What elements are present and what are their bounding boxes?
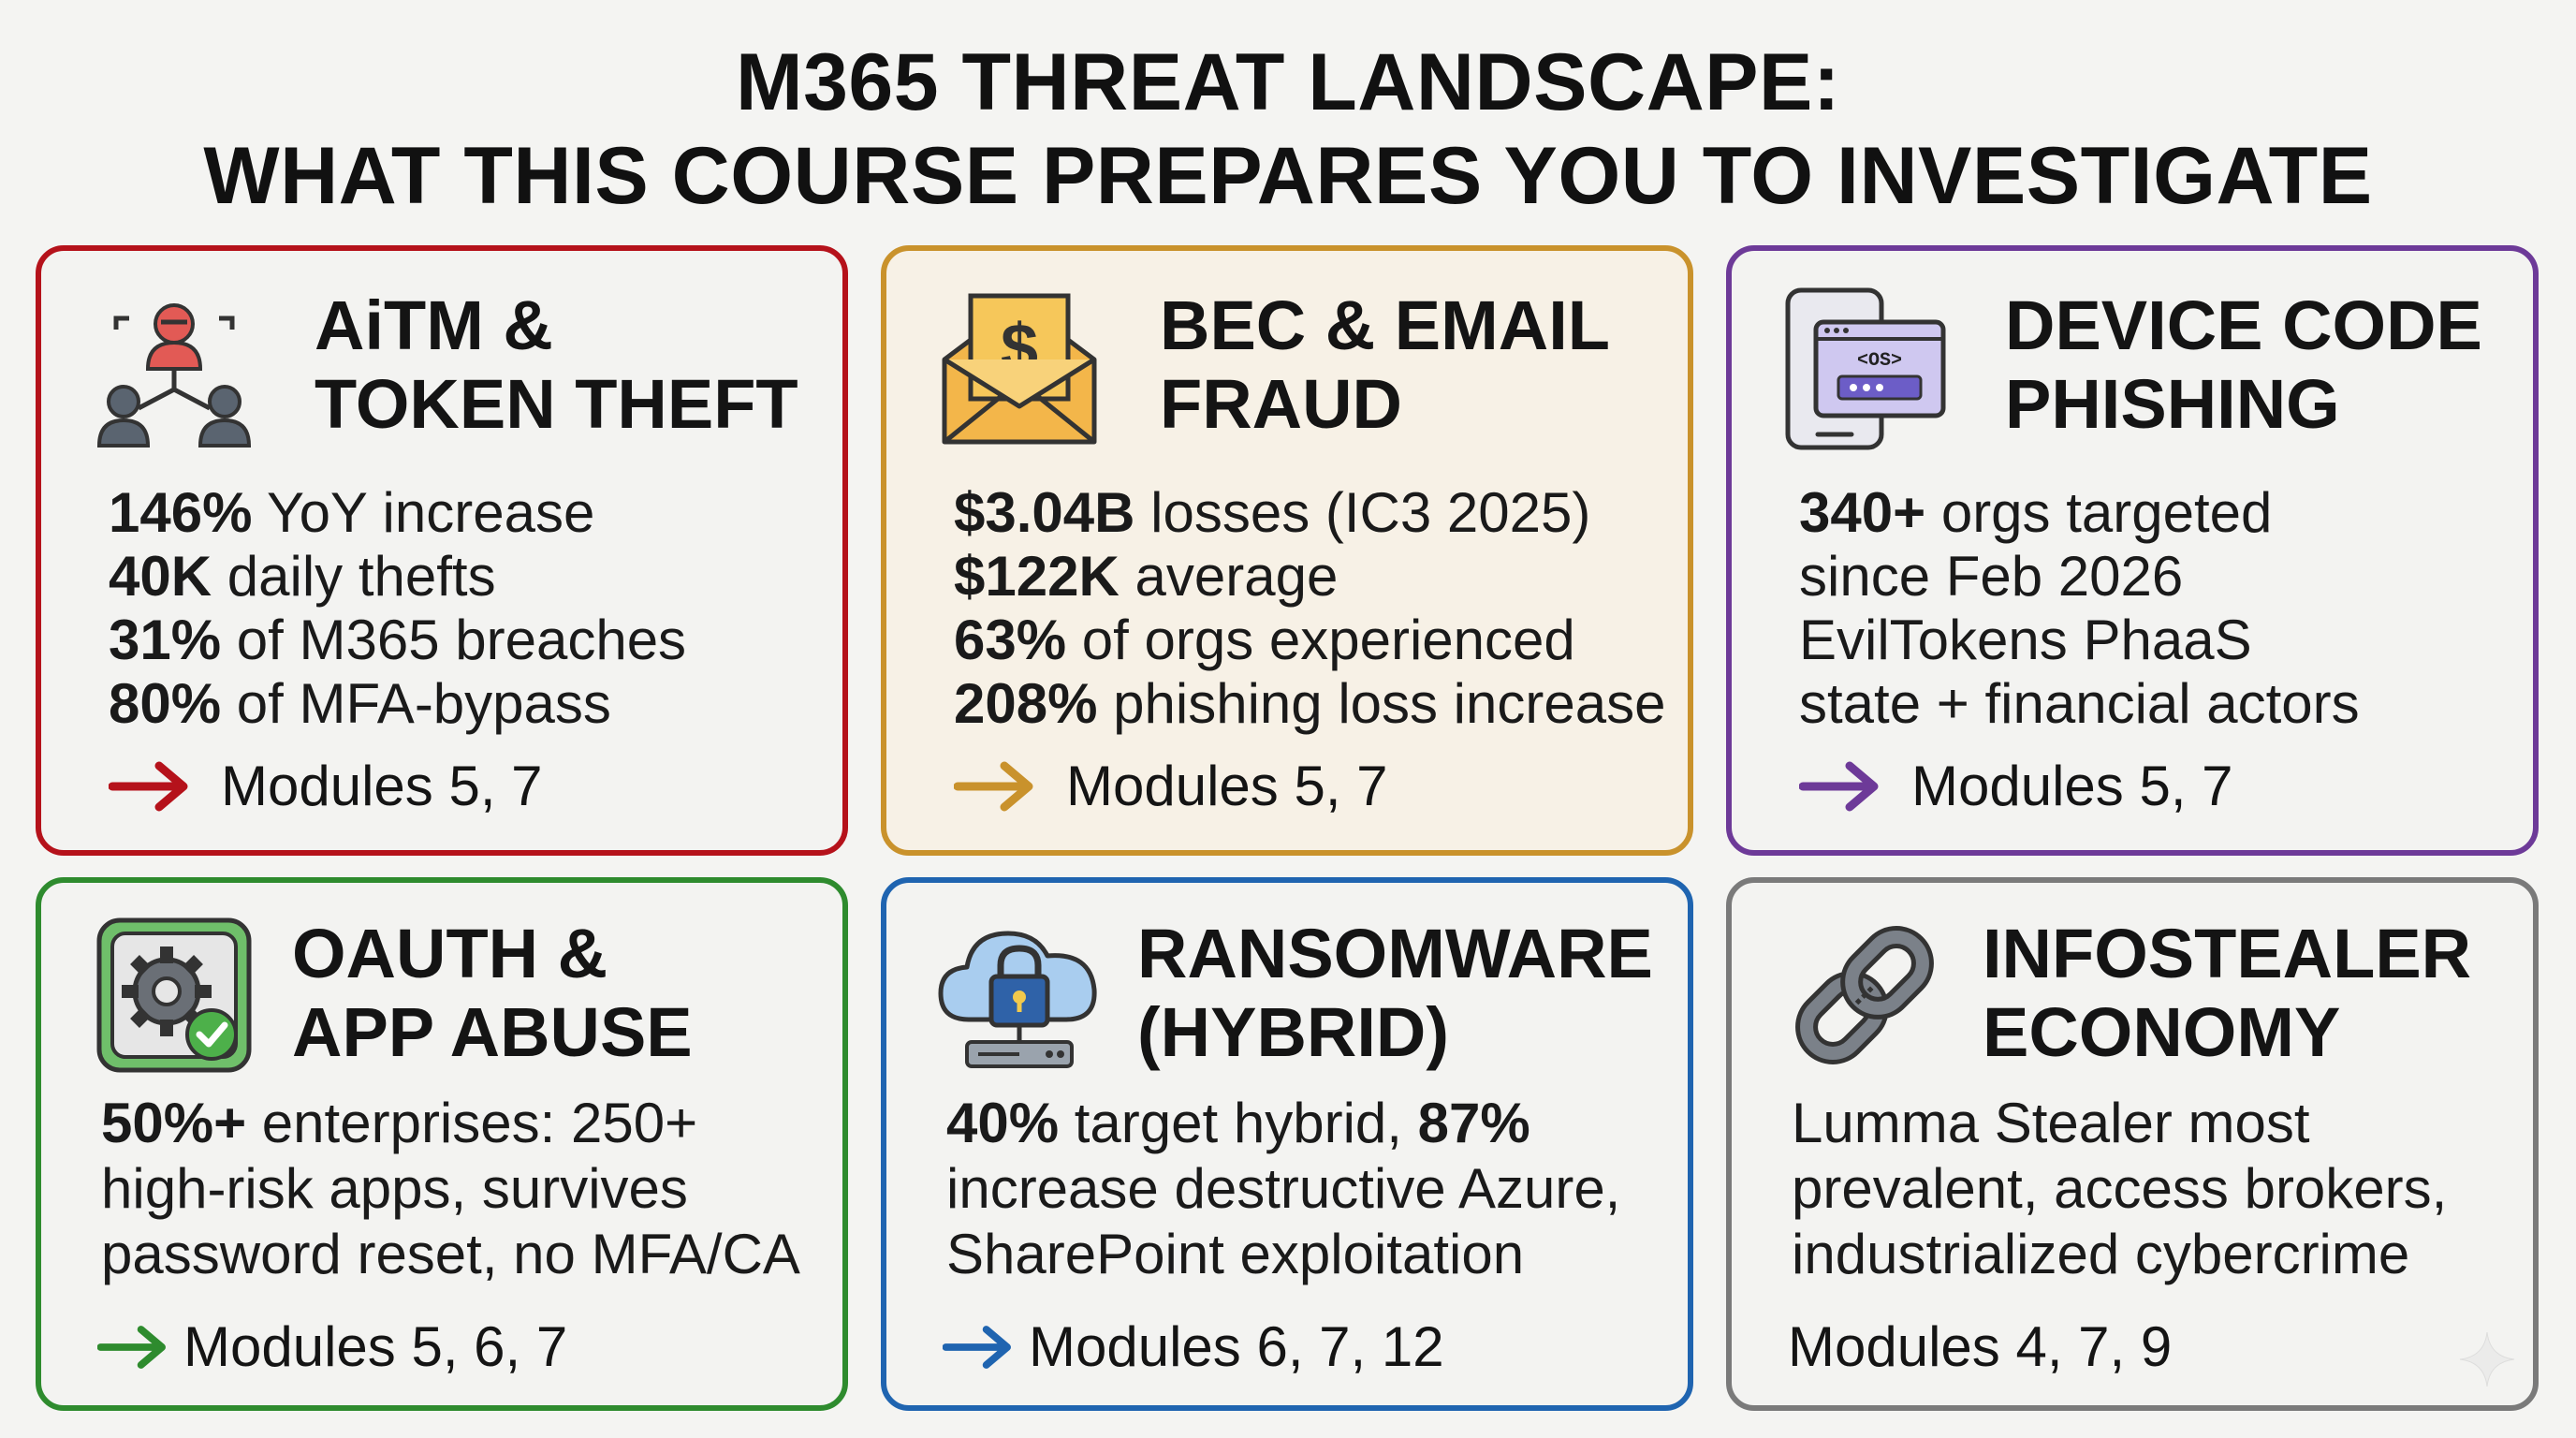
cloud-lock-icon bbox=[935, 911, 1104, 1079]
body-line: 40% target hybrid, 87% bbox=[946, 1092, 1530, 1154]
stat-line: 340+ orgs targeted bbox=[1799, 481, 2273, 544]
body-line: prevalent, access brokers, bbox=[1792, 1157, 2448, 1220]
body-line: SharePoint exploitation bbox=[946, 1223, 1525, 1285]
card-title-line: DEVICE CODE bbox=[2005, 286, 2482, 364]
stats-list: $3.04B losses (IC3 2025) $122K average 6… bbox=[954, 481, 1665, 736]
card-title-line: OAUTH & bbox=[292, 915, 608, 992]
card-title: INFOSTEALER ECONOMY bbox=[1983, 915, 2471, 1072]
card-title-line: AiTM & bbox=[315, 286, 553, 364]
modules-label: Modules 4, 7, 9 bbox=[1788, 1315, 2173, 1378]
card-title: BEC & EMAIL FRAUD bbox=[1160, 286, 1610, 444]
title-line-1: M365 THREAT LANDSCAPE: bbox=[735, 37, 1841, 127]
stat-line: 63% of orgs experienced bbox=[954, 609, 1575, 671]
modules-label: Modules 5, 6, 7 bbox=[183, 1315, 568, 1378]
gear-check-icon bbox=[90, 911, 258, 1079]
card-title: AiTM & TOKEN THEFT bbox=[315, 286, 798, 444]
modules-reference: Modules 6, 7, 12 bbox=[943, 1310, 1444, 1385]
card-body: 40% target hybrid, 87% increase destruct… bbox=[946, 1091, 1620, 1287]
hacker-network-icon bbox=[90, 285, 258, 453]
card-ransomware-hybrid: RANSOMWARE (HYBRID) 40% target hybrid, 8… bbox=[881, 877, 1693, 1411]
stat-line: 40K daily thefts bbox=[109, 545, 496, 608]
card-title: DEVICE CODE PHISHING bbox=[2005, 286, 2482, 444]
sparkle-icon bbox=[2459, 1331, 2515, 1387]
card-infostealer-economy: INFOSTEALER ECONOMY Lumma Stealer most p… bbox=[1726, 877, 2539, 1411]
card-title-line: BEC & EMAIL bbox=[1160, 286, 1610, 364]
modules-reference: Modules 5, 6, 7 bbox=[97, 1310, 567, 1385]
device-code-icon: <OS> bbox=[1780, 285, 1949, 453]
modules-reference: Modules 5, 7 bbox=[954, 749, 1388, 824]
arrow-right-icon bbox=[954, 758, 1036, 814]
stat-line: 31% of M365 breaches bbox=[109, 609, 687, 671]
body-line: industrialized cybercrime bbox=[1792, 1223, 2410, 1285]
card-title: RANSOMWARE (HYBRID) bbox=[1137, 915, 1653, 1072]
card-title-line: INFOSTEALER bbox=[1983, 915, 2472, 992]
modules-label: Modules 6, 7, 12 bbox=[1029, 1315, 1444, 1378]
arrow-right-icon bbox=[97, 1319, 168, 1375]
arrow-right-icon bbox=[109, 758, 191, 814]
stat-line: $3.04B losses (IC3 2025) bbox=[954, 481, 1591, 544]
chain-link-icon bbox=[1780, 911, 1949, 1079]
body-line: password reset, no MFA/CA bbox=[101, 1223, 800, 1285]
card-aitm-token-theft: AiTM & TOKEN THEFT 146% YoY increase 40K… bbox=[36, 245, 848, 856]
modules-reference: Modules 5, 7 bbox=[109, 749, 543, 824]
modules-reference: Modules 5, 7 bbox=[1799, 749, 2233, 824]
stat-line: 80% of MFA-bypass bbox=[109, 672, 611, 735]
card-oauth-app-abuse: OAUTH & APP ABUSE 50%+ enterprises: 250+… bbox=[36, 877, 848, 1411]
stats-list: 340+ orgs targeted since Feb 2026 EvilTo… bbox=[1799, 481, 2360, 736]
modules-reference: Modules 4, 7, 9 bbox=[1788, 1310, 2172, 1385]
card-bec-email-fraud: $ BEC & EMAIL FRAUD $3.04B losses (IC3 2… bbox=[881, 245, 1693, 856]
body-line: 50%+ enterprises: 250+ bbox=[101, 1092, 698, 1154]
title-line-2: WHAT THIS COURSE PREPARES YOU TO INVESTI… bbox=[203, 131, 2373, 221]
card-device-code-phishing: <OS> DEVICE CODE PHISHING 340+ orgs targ… bbox=[1726, 245, 2539, 856]
card-title-line: (HYBRID) bbox=[1137, 993, 1449, 1071]
stat-line: since Feb 2026 bbox=[1799, 545, 2184, 608]
stats-list: 146% YoY increase 40K daily thefts 31% o… bbox=[109, 481, 686, 736]
card-title-line: TOKEN THEFT bbox=[315, 365, 798, 443]
modules-label: Modules 5, 7 bbox=[1066, 755, 1388, 817]
arrow-right-icon bbox=[943, 1319, 1014, 1375]
card-title-line: APP ABUSE bbox=[292, 993, 693, 1071]
modules-label: Modules 5, 7 bbox=[221, 755, 543, 817]
card-title-line: PHISHING bbox=[2005, 365, 2340, 443]
stat-line: EvilTokens PhaaS bbox=[1799, 609, 2252, 671]
card-body: Lumma Stealer most prevalent, access bro… bbox=[1792, 1091, 2447, 1287]
body-line: high-risk apps, survives bbox=[101, 1157, 688, 1220]
card-title-line: RANSOMWARE bbox=[1137, 915, 1653, 992]
body-line: increase destructive Azure, bbox=[946, 1157, 1621, 1220]
svg-text:<OS>: <OS> bbox=[1857, 350, 1902, 372]
envelope-dollar-icon: $ bbox=[935, 285, 1104, 453]
page-title: M365 THREAT LANDSCAPE: WHAT THIS COURSE … bbox=[0, 36, 2576, 223]
stat-line: 208% phishing loss increase bbox=[954, 672, 1666, 735]
arrow-right-icon bbox=[1799, 758, 1881, 814]
stat-line: 146% YoY increase bbox=[109, 481, 595, 544]
modules-label: Modules 5, 7 bbox=[1911, 755, 2233, 817]
card-title: OAUTH & APP ABUSE bbox=[292, 915, 693, 1072]
stat-line: $122K average bbox=[954, 545, 1339, 608]
card-title-line: ECONOMY bbox=[1983, 993, 2341, 1071]
body-line: Lumma Stealer most bbox=[1792, 1092, 2310, 1154]
card-body: 50%+ enterprises: 250+ high-risk apps, s… bbox=[101, 1091, 800, 1287]
card-title-line: FRAUD bbox=[1160, 365, 1402, 443]
stat-line: state + financial actors bbox=[1799, 672, 2360, 735]
